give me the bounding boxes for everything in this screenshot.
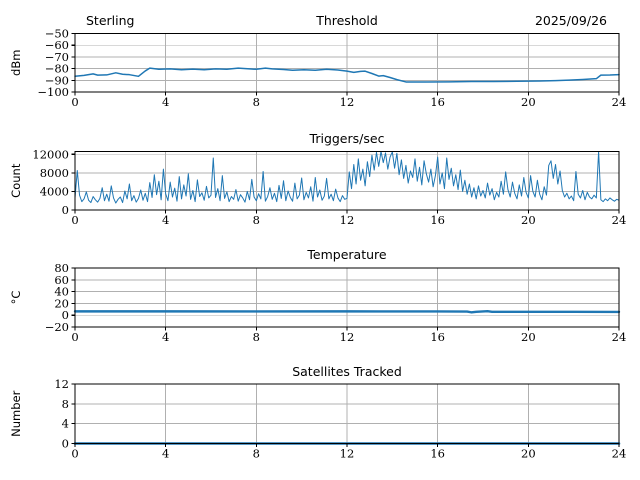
- y-tick-label: −20: [45, 320, 69, 334]
- y-tick-label: 0: [62, 308, 69, 322]
- x-tick-label: 24: [612, 330, 627, 344]
- y-tick-label: −70: [45, 50, 69, 64]
- y-tick-label: 60: [54, 273, 69, 287]
- subplot-satellites: 0 4 8 12 16 20 24 0 4 8 12 Number Satellites Tracked: [9, 364, 626, 461]
- x-tick-label: 24: [612, 447, 627, 461]
- y-tick-label: −100: [37, 85, 69, 99]
- y-tick-label: 40: [54, 285, 69, 299]
- x-tick-label: 16: [430, 330, 445, 344]
- triggers-title: Triggers/sec: [309, 131, 385, 146]
- x-tick-label: 4: [162, 95, 169, 109]
- x-tick-label: 12: [340, 213, 355, 227]
- temperature-line: [73, 309, 621, 314]
- y-tick-label: −50: [45, 27, 69, 41]
- x-tick-label: 16: [430, 95, 445, 109]
- x-tick-label: 0: [71, 447, 78, 461]
- x-tick-label: 4: [162, 213, 169, 227]
- subplot-triggers: 0 4 8 12 16 20 24 0 4000 8000 12000 Count Triggers/s…: [9, 131, 626, 227]
- threshold-title: Threshold: [315, 13, 378, 28]
- x-tick-label: 20: [521, 330, 536, 344]
- y-tick-label: 20: [54, 296, 69, 310]
- y-tick-label: 0: [62, 203, 69, 217]
- y-tick-label: −90: [45, 73, 69, 87]
- x-tick-label: 16: [430, 447, 445, 461]
- y-tick-label: 4000: [40, 184, 69, 198]
- x-tick-label: 8: [253, 447, 260, 461]
- x-tick-label: 8: [253, 213, 260, 227]
- temperature-title: Temperature: [306, 247, 386, 262]
- y-tick-label: 4: [62, 417, 69, 431]
- y-tick-label: 12: [54, 377, 69, 391]
- y-tick-label: −60: [45, 38, 69, 52]
- x-tick-label: 20: [521, 95, 536, 109]
- x-tick-label: 0: [71, 95, 78, 109]
- x-tick-label: 24: [612, 95, 627, 109]
- x-tick-label: 0: [71, 330, 78, 344]
- x-tick-label: 12: [340, 330, 355, 344]
- subplot-threshold: 0 4 8 12 16 20 24 −100−90−80−70−60−50 dBm Thresho…: [9, 13, 626, 109]
- temperature-ylabel: °C: [9, 291, 23, 305]
- satellites-title: Satellites Tracked: [292, 364, 402, 379]
- threshold-title-right: 2025/09/26: [535, 13, 607, 28]
- threshold-line: [74, 67, 620, 83]
- y-tick-label: 80: [54, 261, 69, 275]
- x-tick-label: 24: [612, 213, 627, 227]
- satellites-ylabel: Number: [9, 390, 23, 436]
- x-tick-label: 20: [521, 213, 536, 227]
- x-tick-label: 0: [71, 213, 78, 227]
- threshold-ylabel: dBm: [9, 50, 23, 76]
- x-tick-label: 16: [430, 213, 445, 227]
- y-tick-label: 0: [62, 437, 69, 451]
- y-tick-label: 8000: [40, 166, 69, 180]
- y-tick-label: 12000: [32, 147, 69, 161]
- triggers-ylabel: Count: [9, 163, 23, 198]
- threshold-title-left: Sterling: [86, 13, 134, 28]
- x-tick-label: 12: [340, 447, 355, 461]
- x-tick-label: 8: [253, 95, 260, 109]
- triggers-line: [74, 151, 620, 204]
- x-tick-label: 4: [162, 447, 169, 461]
- x-tick-label: 4: [162, 330, 169, 344]
- x-tick-label: 12: [340, 95, 355, 109]
- y-tick-label: −80: [45, 62, 69, 76]
- x-tick-label: 20: [521, 447, 536, 461]
- y-tick-label: 8: [62, 397, 69, 411]
- x-tick-label: 8: [253, 330, 260, 344]
